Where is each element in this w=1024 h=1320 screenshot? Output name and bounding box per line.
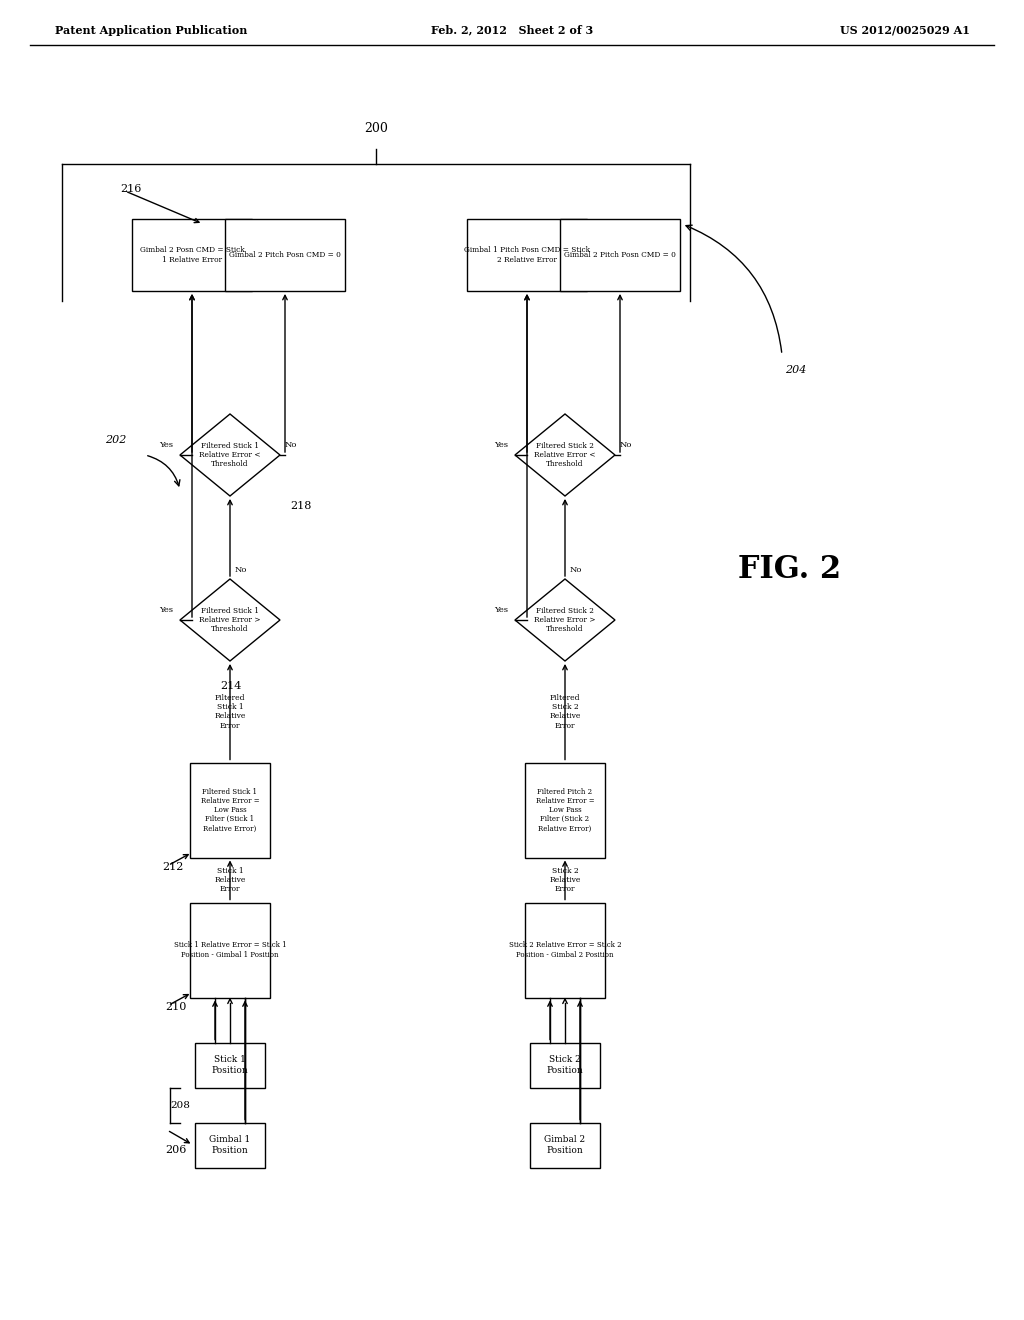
Text: Yes: Yes [159, 441, 173, 449]
Text: US 2012/0025029 A1: US 2012/0025029 A1 [840, 25, 970, 36]
Text: Gimbal 2 Pitch Posn CMD = 0: Gimbal 2 Pitch Posn CMD = 0 [564, 251, 676, 259]
Text: Gimbal 2
Position: Gimbal 2 Position [545, 1135, 586, 1155]
FancyBboxPatch shape [467, 219, 587, 290]
Text: Patent Application Publication: Patent Application Publication [55, 25, 248, 36]
FancyBboxPatch shape [525, 763, 605, 858]
Text: Stick 2 Relative Error = Stick 2
Position - Gimbal 2 Position: Stick 2 Relative Error = Stick 2 Positio… [509, 941, 622, 958]
Text: Filtered
Stick 2
Relative
Error: Filtered Stick 2 Relative Error [549, 694, 581, 730]
Text: Filtered Stick 1
Relative Error =
Low Pass
Filter (Stick 1
Relative Error): Filtered Stick 1 Relative Error = Low Pa… [201, 788, 259, 833]
Text: No: No [620, 441, 633, 449]
Text: Stick 1
Position: Stick 1 Position [212, 1055, 249, 1074]
Text: Filtered Stick 2
Relative Error <
Threshold: Filtered Stick 2 Relative Error < Thresh… [535, 442, 596, 469]
Text: Stick 2
Position: Stick 2 Position [547, 1055, 584, 1074]
FancyBboxPatch shape [195, 1122, 265, 1167]
Text: Filtered
Stick 1
Relative
Error: Filtered Stick 1 Relative Error [214, 694, 246, 730]
Text: Feb. 2, 2012   Sheet 2 of 3: Feb. 2, 2012 Sheet 2 of 3 [431, 25, 593, 36]
Text: 206: 206 [165, 1144, 186, 1155]
FancyBboxPatch shape [525, 903, 605, 998]
Text: Gimbal 2 Pitch Posn CMD = 0: Gimbal 2 Pitch Posn CMD = 0 [229, 251, 341, 259]
Text: 200: 200 [365, 123, 388, 136]
FancyBboxPatch shape [530, 1043, 600, 1088]
FancyBboxPatch shape [560, 219, 680, 290]
FancyBboxPatch shape [530, 1122, 600, 1167]
Polygon shape [180, 579, 280, 661]
Text: Filtered Stick 1
Relative Error <
Threshold: Filtered Stick 1 Relative Error < Thresh… [200, 442, 261, 469]
FancyBboxPatch shape [195, 1043, 265, 1088]
Text: 208: 208 [170, 1101, 190, 1110]
Text: 202: 202 [105, 436, 126, 445]
FancyBboxPatch shape [132, 219, 252, 290]
Text: Yes: Yes [494, 441, 508, 449]
Polygon shape [515, 579, 615, 661]
Text: Yes: Yes [494, 606, 508, 614]
Text: Stick 1 Relative Error = Stick 1
Position - Gimbal 1 Position: Stick 1 Relative Error = Stick 1 Positio… [174, 941, 287, 958]
FancyBboxPatch shape [190, 763, 270, 858]
Text: Stick 1
Relative
Error: Stick 1 Relative Error [214, 867, 246, 894]
Text: Gimbal 1
Position: Gimbal 1 Position [209, 1135, 251, 1155]
Text: 218: 218 [290, 502, 311, 511]
Text: FIG. 2: FIG. 2 [738, 554, 842, 586]
Text: Filtered Pitch 2
Relative Error =
Low Pass
Filter (Stick 2
Relative Error): Filtered Pitch 2 Relative Error = Low Pa… [536, 788, 594, 833]
Polygon shape [180, 414, 280, 496]
FancyBboxPatch shape [225, 219, 345, 290]
Text: Gimbal 1 Pitch Posn CMD = Stick
2 Relative Error: Gimbal 1 Pitch Posn CMD = Stick 2 Relati… [464, 247, 590, 264]
Text: 210: 210 [165, 1002, 186, 1012]
Text: Yes: Yes [159, 606, 173, 614]
Text: No: No [285, 441, 297, 449]
Text: Filtered Stick 1
Relative Error >
Threshold: Filtered Stick 1 Relative Error > Thresh… [200, 607, 261, 634]
Text: 212: 212 [162, 862, 183, 873]
Text: Gimbal 2 Posn CMD = Stick
1 Relative Error: Gimbal 2 Posn CMD = Stick 1 Relative Err… [139, 247, 245, 264]
Text: Filtered Stick 2
Relative Error >
Threshold: Filtered Stick 2 Relative Error > Thresh… [535, 607, 596, 634]
Text: No: No [570, 566, 583, 574]
Text: No: No [234, 566, 248, 574]
Text: 216: 216 [120, 183, 141, 194]
Text: Stick 2
Relative
Error: Stick 2 Relative Error [549, 867, 581, 894]
Text: 204: 204 [785, 366, 806, 375]
Polygon shape [515, 414, 615, 496]
FancyBboxPatch shape [190, 903, 270, 998]
Text: 214: 214 [220, 681, 242, 690]
